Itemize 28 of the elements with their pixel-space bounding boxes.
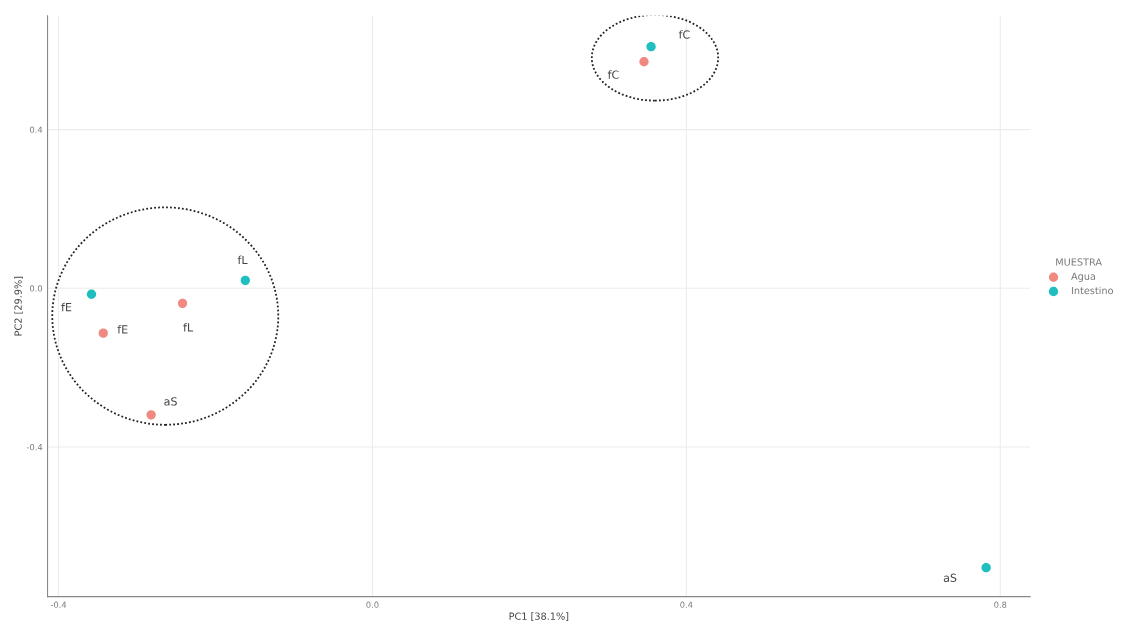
point — [639, 57, 649, 67]
point — [146, 410, 156, 420]
y-tick-label: -0.4 — [26, 443, 43, 451]
x-tick-label: 0.8 — [994, 601, 1007, 608]
point — [98, 328, 108, 338]
point — [646, 41, 656, 52]
legend-label: Intestino — [1071, 286, 1113, 295]
point — [240, 275, 250, 286]
point — [177, 298, 188, 309]
point — [86, 289, 97, 299]
y-axis-title: PC2 [29.9%] — [14, 276, 23, 336]
x-tick-label: -0.4 — [50, 601, 67, 608]
annotation: aS — [164, 397, 177, 406]
annotation: fC — [678, 30, 690, 39]
y-tick-label: 0.0 — [29, 285, 43, 292]
annotation: fL — [183, 323, 194, 332]
y-tick-label: 0.4 — [29, 126, 43, 133]
annotation: aS — [943, 573, 957, 582]
x-tick-label: 0.0 — [366, 601, 379, 608]
annotation: fE — [61, 302, 72, 312]
annotation: fC — [607, 70, 619, 79]
x-axis-title: PC1 [38.1%] — [509, 612, 569, 621]
x-tick-label: 0.4 — [680, 601, 693, 608]
legend-label: Agua — [1071, 272, 1096, 282]
legend-title: MUESTRA — [1056, 258, 1102, 266]
point — [981, 562, 991, 573]
annotation: fL — [237, 255, 248, 264]
annotation: fE — [117, 324, 128, 334]
